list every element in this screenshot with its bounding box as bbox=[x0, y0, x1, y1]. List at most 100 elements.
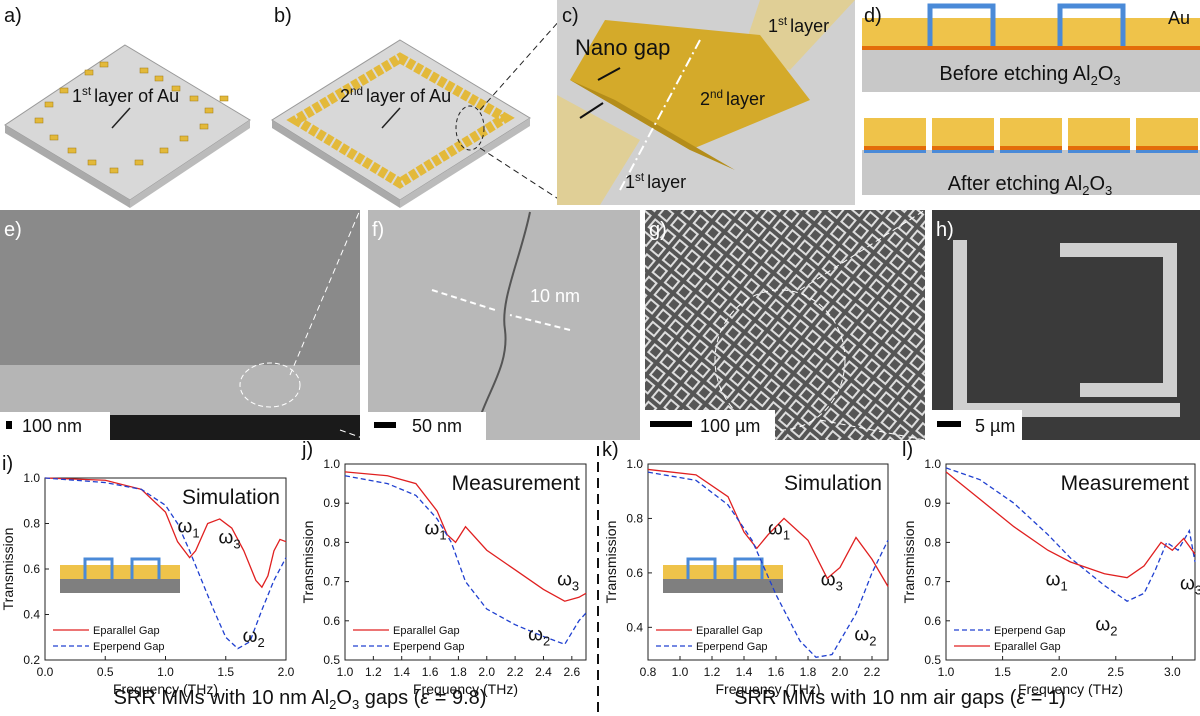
panel-label: a) bbox=[4, 5, 22, 27]
text: 3 bbox=[233, 537, 240, 552]
text: SRR MMs with 10 nm Al bbox=[114, 687, 330, 709]
text: 2 bbox=[543, 633, 550, 648]
x-tick-label: 1.2 bbox=[365, 665, 382, 679]
text: ω bbox=[528, 624, 543, 645]
text: ω bbox=[1180, 573, 1195, 594]
x-axis-label: Frequency (THz) bbox=[413, 681, 518, 697]
legend-label: Eparallel Gap bbox=[696, 625, 763, 637]
text: 2 bbox=[257, 635, 264, 650]
inset bbox=[686, 557, 764, 579]
text: 1 bbox=[439, 528, 446, 543]
panel-label: h) bbox=[936, 219, 954, 241]
series-line bbox=[44, 477, 287, 650]
text: 2 bbox=[1082, 183, 1089, 198]
text: After etching Al bbox=[948, 173, 1083, 195]
text: layer of Au bbox=[366, 86, 451, 106]
series-line bbox=[945, 471, 1196, 579]
text: layer of Au bbox=[94, 86, 179, 106]
annotation: ω1 bbox=[178, 517, 200, 541]
annotation: ω2 bbox=[854, 624, 876, 648]
y-tick-label: 1.0 bbox=[924, 457, 941, 471]
chart: 0.8 1.0 1.2 1.4 1.6 1.8 2.0 2.2 0.4 0.6 0.8 1.0 Freq… bbox=[602, 439, 889, 697]
y-tick-label: 0.8 bbox=[626, 511, 643, 525]
inset bbox=[83, 557, 161, 579]
scale-bar-label: 5 µm bbox=[975, 416, 1015, 436]
text: layer bbox=[790, 16, 829, 36]
text: 1 bbox=[783, 528, 790, 543]
panel-h: h) 5 µm bbox=[932, 210, 1200, 440]
y-tick-label: 0.9 bbox=[323, 496, 340, 510]
annotation: 1st layer of Au bbox=[72, 85, 179, 106]
x-tick-label: 1.0 bbox=[672, 665, 689, 679]
panel-label: b) bbox=[274, 5, 292, 27]
arrow bbox=[111, 107, 131, 129]
annotation: ω3 bbox=[557, 570, 579, 594]
annotation: ω2 bbox=[243, 626, 265, 650]
x-tick-label: 1.5 bbox=[994, 665, 1011, 679]
text: ω bbox=[557, 570, 572, 591]
y-axis-label: Transmission bbox=[901, 521, 917, 604]
series-line bbox=[647, 468, 889, 587]
text: ω bbox=[1095, 615, 1110, 636]
annotation: 2nd layer bbox=[700, 88, 765, 109]
annotation: 1st layer bbox=[625, 171, 686, 192]
panel-a: a) 1st layer of Au bbox=[4, 5, 251, 208]
y-tick-label: 0.8 bbox=[323, 535, 340, 549]
annotation: ω1 bbox=[1046, 570, 1068, 594]
text: 3 bbox=[1113, 73, 1120, 88]
y-tick-label: 0.9 bbox=[924, 496, 941, 510]
y-tick-label: 0.2 bbox=[23, 653, 40, 667]
text: 2 bbox=[1091, 73, 1098, 88]
text: ω bbox=[178, 517, 193, 538]
text: O bbox=[1089, 173, 1105, 195]
legend-label: Eperpend Gap bbox=[994, 625, 1066, 637]
text: nd bbox=[710, 88, 723, 101]
x-tick-label: 1.0 bbox=[157, 665, 174, 679]
panel-g: g) 100 µm bbox=[645, 209, 926, 441]
x-tick-label: 2.0 bbox=[278, 665, 295, 679]
y-axis-label: Transmission bbox=[300, 521, 316, 604]
text: ω bbox=[219, 528, 234, 549]
x-tick-label: 2.0 bbox=[832, 665, 849, 679]
legend-label: Eparallel Gap bbox=[93, 625, 160, 637]
text: layer bbox=[726, 89, 765, 109]
inset bbox=[663, 579, 783, 593]
panel-label: k) bbox=[602, 439, 619, 461]
annotation: 2nd layer of Au bbox=[340, 85, 451, 106]
text: ω bbox=[425, 519, 440, 540]
series-line bbox=[945, 467, 1196, 602]
inset bbox=[663, 565, 783, 579]
annotation: ω1 bbox=[768, 519, 790, 543]
x-tick-label: 3.0 bbox=[1164, 665, 1181, 679]
annotation: ω2 bbox=[1095, 615, 1117, 639]
text: 3 bbox=[1105, 183, 1112, 198]
x-axis-label: Frequency (THz) bbox=[715, 681, 820, 697]
text: = 1) bbox=[1025, 687, 1066, 709]
annotation: ω3 bbox=[821, 570, 843, 594]
x-tick-label: 1.0 bbox=[938, 665, 955, 679]
text: st bbox=[778, 15, 788, 28]
chart-title: Measurement bbox=[1061, 472, 1190, 495]
text: 3 bbox=[572, 579, 579, 594]
text: 2 bbox=[700, 89, 710, 109]
panel-f: f) 10 nm 50 nm bbox=[368, 210, 640, 440]
annotation: 1st layer bbox=[768, 15, 829, 36]
text: 3 bbox=[836, 579, 843, 594]
x-axis-label: Frequency (THz) bbox=[113, 681, 218, 697]
text: 1 bbox=[72, 86, 82, 106]
panel-label: i) bbox=[2, 453, 13, 475]
plot-area bbox=[647, 463, 889, 661]
x-tick-label: 0.0 bbox=[37, 665, 54, 679]
x-tick-label: 2.0 bbox=[1051, 665, 1068, 679]
chart-title: Simulation bbox=[784, 472, 882, 495]
y-tick-label: 0.8 bbox=[924, 535, 941, 549]
x-tick-label: 2.4 bbox=[535, 665, 552, 679]
scale-bar-label: 50 nm bbox=[412, 416, 462, 436]
annotation: ω2 bbox=[528, 624, 550, 648]
x-tick-label: 2.2 bbox=[507, 665, 524, 679]
panel-label: f) bbox=[372, 219, 384, 241]
text: 2 bbox=[1110, 624, 1117, 639]
text: 1 bbox=[625, 172, 635, 192]
panel-c: c) Nano gap 1st layer 2nd layer 1st layer bbox=[557, 0, 855, 205]
